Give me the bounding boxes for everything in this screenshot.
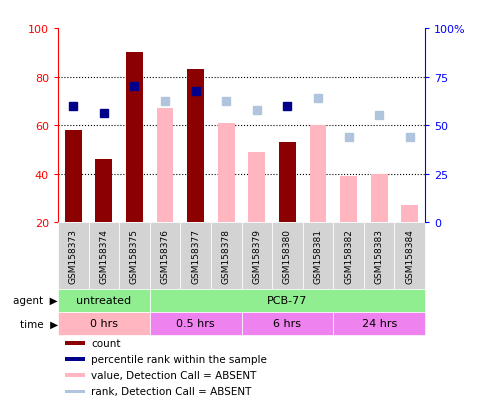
Text: GSM158384: GSM158384 (405, 228, 414, 283)
Bar (303, 223, 333, 289)
Bar (65, 389, 85, 394)
Bar (340, 177, 357, 223)
Text: agent  ▶: agent ▶ (14, 296, 58, 306)
Text: GSM158373: GSM158373 (69, 228, 78, 283)
Text: GSM158374: GSM158374 (99, 228, 108, 283)
Bar (187, 70, 204, 223)
Text: time  ▶: time ▶ (20, 319, 58, 329)
Text: rank, Detection Call = ABSENT: rank, Detection Call = ABSENT (91, 387, 251, 396)
Text: 0 hrs: 0 hrs (90, 319, 118, 329)
Bar (156, 109, 173, 223)
Text: value, Detection Call = ABSENT: value, Detection Call = ABSENT (91, 370, 256, 380)
Text: GSM158378: GSM158378 (222, 228, 231, 283)
Bar (180, 223, 211, 289)
Text: GSM158375: GSM158375 (130, 228, 139, 283)
Bar (58, 312, 150, 335)
Text: GSM158379: GSM158379 (252, 228, 261, 283)
Text: GSM158381: GSM158381 (313, 228, 323, 283)
Bar (333, 223, 364, 289)
Text: GSM158377: GSM158377 (191, 228, 200, 283)
Text: PCB-77: PCB-77 (267, 296, 308, 306)
Bar (211, 223, 242, 289)
Bar (272, 223, 303, 289)
Bar (333, 312, 425, 335)
Text: untreated: untreated (76, 296, 131, 306)
Bar (150, 223, 180, 289)
Text: 6 hrs: 6 hrs (273, 319, 301, 329)
Text: 0.5 hrs: 0.5 hrs (176, 319, 215, 329)
Bar (96, 160, 112, 223)
Bar (65, 374, 85, 377)
Text: GSM158376: GSM158376 (160, 228, 170, 283)
Bar (218, 123, 235, 223)
Text: GSM158382: GSM158382 (344, 228, 353, 283)
Bar (150, 289, 425, 312)
Bar (88, 223, 119, 289)
Bar (364, 223, 395, 289)
Bar (279, 142, 296, 223)
Bar (65, 358, 85, 361)
Text: GSM158380: GSM158380 (283, 228, 292, 283)
Bar (58, 289, 150, 312)
Bar (65, 342, 85, 345)
Bar (242, 312, 333, 335)
Bar (65, 131, 82, 223)
Bar (371, 174, 387, 223)
Bar (310, 126, 327, 223)
Bar (58, 223, 88, 289)
Bar (395, 223, 425, 289)
Bar (242, 223, 272, 289)
Bar (119, 223, 150, 289)
Bar (150, 312, 242, 335)
Bar (126, 53, 143, 223)
Text: count: count (91, 339, 120, 349)
Text: percentile rank within the sample: percentile rank within the sample (91, 354, 267, 365)
Text: GSM158383: GSM158383 (375, 228, 384, 283)
Bar (401, 206, 418, 223)
Bar (248, 152, 265, 223)
Text: 24 hrs: 24 hrs (362, 319, 397, 329)
